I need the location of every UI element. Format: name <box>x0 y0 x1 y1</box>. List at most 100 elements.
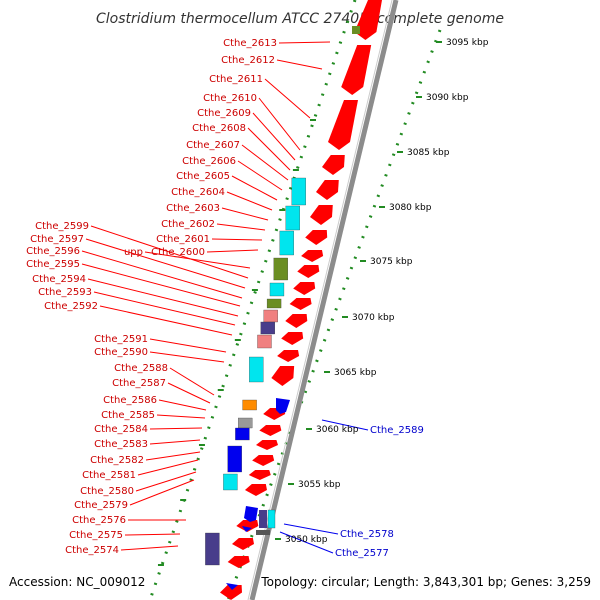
map-title: Clostridium thermocellum ATCC 27405, com… <box>96 11 504 27</box>
gene-features <box>205 0 382 600</box>
scale-label: 3070 kbp <box>352 313 395 323</box>
forward-gene-label: Cthe_2597 <box>30 234 84 245</box>
leader-line <box>241 144 289 181</box>
reverse-gene-label: Cthe_2589 <box>370 425 424 436</box>
gene-feature-block <box>260 321 275 335</box>
forward-gene-label: Cthe_2593 <box>38 287 92 298</box>
forward-gene-arrow <box>256 440 278 450</box>
forward-gene-arrow <box>277 350 300 362</box>
leader-line <box>93 291 236 326</box>
forward-gene-label: Cthe_2596 <box>26 246 80 257</box>
forward-gene-label: Cthe_2608 <box>192 123 246 134</box>
scale-label: 3055 kbp <box>298 480 341 490</box>
gene-feature-block <box>269 282 285 297</box>
scale-label: 3085 kbp <box>407 148 450 158</box>
leader-line <box>276 59 323 70</box>
forward-gene-label: Cthe_2576 <box>72 515 126 526</box>
label-leader-lines <box>81 41 369 554</box>
leader-line <box>221 207 269 221</box>
reverse-gene-arrow <box>242 526 252 532</box>
forward-gene-label: Cthe_2612 <box>221 55 275 66</box>
forward-gene-label: Cthe_2583 <box>94 439 148 450</box>
gene-feature-block <box>266 298 282 309</box>
leader-line <box>167 382 211 404</box>
leader-line <box>149 427 203 430</box>
leader-line <box>247 127 291 171</box>
topology-label: Topology: circular; Length: 3,843,301 bp… <box>260 575 591 589</box>
forward-gene-label: Cthe_2587 <box>112 378 166 389</box>
scale-label: 3095 kbp <box>446 38 489 48</box>
leader-line <box>87 278 239 317</box>
forward-gene-label: Cthe_2584 <box>94 424 148 435</box>
leader-line <box>135 471 197 492</box>
gene-feature-block <box>223 473 238 491</box>
forward-gene-label: Cthe_2600 <box>151 247 205 258</box>
forward-gene-label: Cthe_2610 <box>203 93 257 104</box>
forward-gene-arrow <box>271 366 295 386</box>
leader-line <box>149 338 227 353</box>
leader-line <box>258 97 301 151</box>
forward-gene-arrow <box>220 585 242 600</box>
forward-gene-label: Cthe_2591 <box>94 334 148 345</box>
leader-line <box>252 112 296 161</box>
gene-feature-block <box>257 334 272 349</box>
forward-gene-arrow <box>328 100 358 150</box>
gene-feature-block <box>362 18 370 28</box>
forward-gene-label: Cthe_2579 <box>74 500 128 511</box>
gene-labels: Cthe_2613 Cthe_2612 Cthe_2611 Cthe_2610 Cthe… <box>26 38 424 559</box>
leader-line <box>149 351 225 363</box>
leader-line <box>99 305 233 336</box>
forward-gene-label: Cthe_2609 <box>197 108 251 119</box>
leader-line <box>283 523 339 535</box>
forward-gene-arrow <box>281 332 304 345</box>
leader-line <box>145 451 201 461</box>
gene-feature-block <box>273 257 288 281</box>
forward-gene-arrow <box>285 314 308 328</box>
gene-feature-block <box>227 445 242 473</box>
forward-gene-arrow <box>259 425 282 436</box>
genome-backbone <box>249 0 399 600</box>
reverse-gene-label: Cthe_2577 <box>335 548 389 559</box>
leader-line <box>81 263 241 307</box>
forward-gene-arrow <box>248 470 271 480</box>
forward-gene-label: Cthe_2601 <box>156 234 210 245</box>
reverse-gene-arrow <box>226 583 238 590</box>
leader-line <box>231 175 278 201</box>
forward-gene-arrow <box>316 180 339 200</box>
leader-line <box>85 238 246 289</box>
reverse-gene-arrow <box>244 506 258 522</box>
forward-gene-arrow <box>289 298 312 310</box>
gene-feature-block <box>242 399 257 411</box>
forward-gene-label: Cthe_2594 <box>32 274 86 285</box>
scale-label: 3060 kbp <box>316 425 359 435</box>
kbp-scale: 3095 kbp 3090 kbp 3085 kbp 3080 kbp 3075 kbp… <box>157 38 489 566</box>
forward-gene-label: Cthe_2595 <box>26 259 80 270</box>
gene-feature-block <box>238 417 253 429</box>
leader-line <box>124 533 181 536</box>
forward-gene-arrow <box>244 484 267 496</box>
forward-gene-label: Cthe_2604 <box>171 187 225 198</box>
gene-feature-block <box>263 309 278 323</box>
genome-backbone-highlight <box>247 0 393 600</box>
gene-feature-block <box>205 532 220 566</box>
leader-line <box>279 531 334 554</box>
forward-gene-label: Cthe_2590 <box>94 347 148 358</box>
leader-line <box>158 399 207 411</box>
forward-gene-arrow <box>301 250 324 262</box>
leader-line <box>278 41 331 44</box>
leader-line <box>149 439 201 445</box>
forward-gene-label: Cthe_2582 <box>90 455 144 466</box>
forward-gene-label: Cthe_2607 <box>186 140 240 151</box>
forward-gene-arrow <box>293 282 316 295</box>
forward-gene-label: Cthe_2605 <box>176 171 230 182</box>
leader-line <box>156 414 206 419</box>
leader-line <box>120 545 179 551</box>
forward-gene-arrow <box>297 265 320 278</box>
forward-gene-label: Cthe_2592 <box>44 301 98 312</box>
gene-feature-block <box>259 510 267 528</box>
leader-line <box>226 191 273 211</box>
forward-gene-label: Cthe_2606 <box>182 156 236 167</box>
scale-label: 3065 kbp <box>334 368 377 378</box>
gene-feature-block <box>352 26 360 34</box>
